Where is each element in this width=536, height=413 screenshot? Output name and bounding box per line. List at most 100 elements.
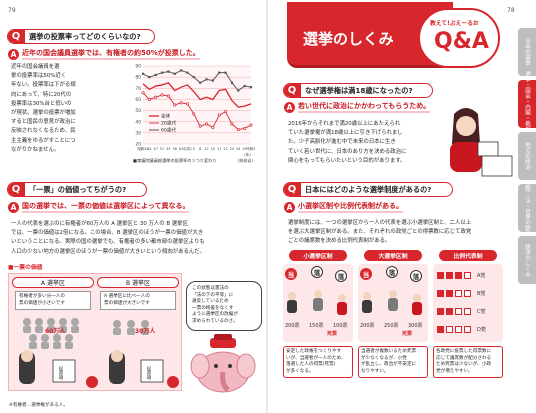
- y-tick-label: 40: [135, 119, 141, 125]
- x-tick-label: 26: [236, 147, 240, 151]
- y-tick-label: 20: [135, 142, 141, 148]
- right-answer-1: A 若い世代に政治にかかわってもらうため。: [284, 102, 431, 113]
- right-answer-2: A 小選挙区制や比例代表制がある。: [284, 202, 403, 213]
- paragraph-line: 一人の代表を選ぶのに有権者が60万人の A 選挙区と 30 万人の B 選挙区: [11, 221, 188, 227]
- candidate-figure: [313, 290, 323, 312]
- legend-label: 20歳代: [161, 120, 176, 127]
- paragraph-line: を選ぶ大選挙区制がある。また、それぞれの政党ごとの得票数に応じて政党: [288, 229, 472, 236]
- chapter-tab-label: 日本の選挙: [524, 38, 530, 66]
- paragraph-line: 近年の国会議員を選: [11, 64, 60, 70]
- district-b-crowd: [113, 320, 149, 335]
- data-point: [211, 79, 214, 82]
- question-mark: Q: [8, 183, 25, 196]
- data-point: [192, 76, 195, 79]
- footnote: ※有権者…選挙権がある人。: [9, 403, 68, 408]
- data-point: [179, 101, 183, 105]
- speech-line: この状態は憲法の: [192, 286, 229, 291]
- district-b-note: A 選挙区に比べ一人の 票の価値が大きいです: [100, 291, 176, 311]
- x-tick-label: 44: [147, 147, 151, 151]
- vote-value-paragraph: 一人の代表を選ぶのに有権者が60万人の A 選挙区と 30 万人の B 選挙区で…: [11, 220, 259, 257]
- chapter-tab-label: 国際・法・世界の動き: [524, 180, 530, 236]
- system-column-3: 比例代表制 A党 B党 C党 D党 各政党に投票した得票数に 応じて議席数が配分される ため死…: [433, 250, 503, 400]
- data-point: [224, 110, 228, 114]
- district-a-note: 有権者が多い分一人の 票の価値が小さいです: [15, 291, 91, 311]
- chapter-tab[interactable]: 地方の政治: [518, 132, 536, 180]
- vote-count: 200票: [285, 323, 300, 329]
- speech-line: 「法の下の平等」に: [192, 292, 234, 298]
- win-badge: 当: [285, 268, 297, 280]
- chapter-tab[interactable]: 国際・法・世界の動き: [518, 181, 536, 236]
- left-question-1: Q 選挙の投票率ってどのくらいなの?: [7, 29, 155, 44]
- party-row: B党: [437, 286, 501, 300]
- system-title: 比例代表制: [439, 250, 497, 261]
- y-tick-label: 50: [135, 108, 141, 114]
- party-label: D党: [477, 326, 486, 333]
- system-description: 安定した政権をつくりやす いが、当選者が一人のため、 落選した人の得票(死票) が多く…: [283, 346, 353, 379]
- election-systems-figure: 小選挙区制当落落 200票 150票 100票 死票 安定した政権をつくりやす いが、当選者…: [283, 250, 503, 400]
- district-a-label: A 選挙区: [12, 277, 94, 288]
- data-point: [205, 78, 208, 81]
- data-point: [147, 97, 151, 101]
- data-point: [243, 126, 247, 130]
- system-column-2: 大選挙区制当 落落 200票 250票 300票 死票 当選者が複数いるため死票 が少なくなる…: [358, 250, 428, 400]
- paragraph-line: すると国民の意見が政治に: [11, 119, 76, 126]
- section-title: 選挙のしくみ: [303, 30, 394, 48]
- chapter-tab[interactable]: 選挙・国会・内閣・裁判所: [518, 71, 536, 137]
- question-text: 日本にはどのような選挙制度があるの?: [305, 184, 432, 194]
- question-mark: Q: [284, 84, 301, 97]
- description-line: 安定した政権をつくりやす: [286, 349, 342, 354]
- data-point: [249, 86, 253, 89]
- qa-logo-tagline: 教えて!ぶえーるお: [430, 21, 479, 27]
- left-answer-2: A 国の選挙では、一票の価値は選挙区によって異なる。: [8, 202, 190, 213]
- description-line: なりやすい。: [361, 368, 389, 374]
- description-line: ため死票は少ないが、小政: [436, 362, 492, 368]
- left-page-number: 79: [8, 7, 16, 14]
- chapter-tab[interactable]: 日本の選挙: [518, 28, 536, 76]
- data-point: [167, 70, 170, 73]
- chapter-tabs: 日本の選挙選挙・国会・内閣・裁判所地方の政治国際・法・世界の動き 経済のしくみ: [518, 28, 536, 290]
- y-tick-label: 80: [135, 75, 141, 81]
- right-question-2: Q 日本にはどのような選挙制度があるの?: [283, 182, 453, 197]
- district-b-label: B 選挙区: [97, 277, 179, 288]
- paragraph-line: ごとの議席数を決める比例代表制がある。: [288, 238, 391, 245]
- data-point: [198, 124, 202, 128]
- right-question-1: Q なぜ選挙権は満18歳になったの?: [283, 83, 433, 98]
- chapter-tab-label: 地方の政治: [524, 142, 530, 170]
- paragraph-line: では、一票の価値は2倍になる。この場合、B 選挙区のほうが一票の価値が大き: [11, 230, 204, 237]
- paragraph-line: 2016年からそれまで満20歳以上にあたえられ: [288, 121, 401, 127]
- note-line: 票の価値が小さいです: [19, 300, 65, 306]
- lose-badge: 落: [386, 266, 398, 278]
- system-description: 各政党に投票した得票数に 応じて議席数が配分される ため死票は少ないが、小政 党が増え…: [433, 346, 503, 379]
- description-line: いが、当選者が一人のため、: [286, 355, 346, 361]
- plot-area: [143, 66, 251, 144]
- voting-age-paragraph: 2016年からそれまで満20歳以上にあたえられ ていた選挙権が満18歳以上に引き下…: [288, 120, 458, 166]
- x-tick-label: 47: [154, 147, 158, 151]
- candidate-figure: [388, 290, 398, 312]
- x-tick-label: 29: [242, 147, 246, 151]
- data-point: [141, 72, 145, 75]
- answer-text: 近年の国会議員選挙では、有権者の約50%が投票した。: [22, 49, 200, 60]
- ballot-box-a: [52, 359, 76, 383]
- data-point: [173, 103, 177, 107]
- description-line: 当選者が複数いるため死票: [361, 349, 417, 354]
- note-line: 票の価値が大きいです: [104, 300, 150, 306]
- paragraph-line: 挙の投票率は50%近く: [11, 73, 67, 80]
- party-row: D党: [437, 322, 501, 336]
- chapter-tab-label: 選挙・国会・内閣・裁判所: [524, 71, 530, 137]
- paragraph-line: ながりかねません。: [11, 146, 60, 153]
- data-point: [236, 127, 240, 132]
- x-axis-label: (年): [244, 152, 251, 157]
- voter-illustration: [450, 108, 513, 177]
- paragraph-line: 年ない。投票率は下がる傾: [11, 82, 76, 89]
- left-question-2: Q 「一票」の価値ってちがうの?: [7, 182, 147, 197]
- question-mark: Q: [8, 30, 25, 43]
- page-gutter: [266, 0, 268, 413]
- elephant-mascot: [190, 334, 256, 393]
- qa-logo-text: Q&A: [434, 29, 489, 54]
- data-point: [160, 93, 164, 97]
- data-point: [204, 122, 209, 126]
- chapter-tab[interactable]: 経済のしくみ: [518, 236, 536, 284]
- turnout-chart: 90 80 70 60 50 40 30 20 昭和42 44 47 51 55 58 61 平成2 5 8 12 1…: [127, 60, 255, 166]
- data-point: [148, 76, 151, 79]
- data-point: [173, 72, 176, 75]
